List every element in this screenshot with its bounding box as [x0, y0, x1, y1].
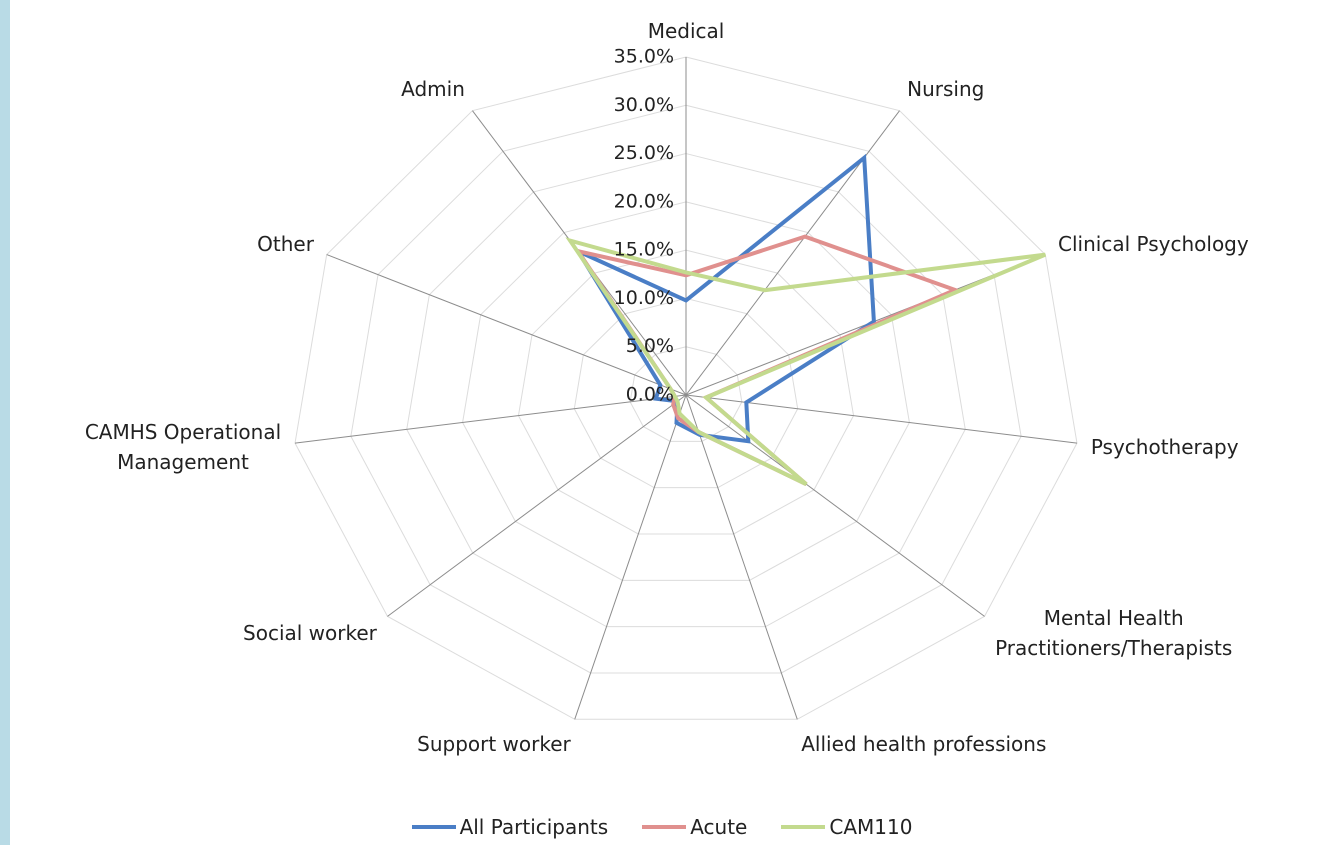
- axis-spoke: [685, 394, 985, 617]
- category-label: Nursing: [907, 76, 985, 101]
- r-tick-label: 20.0%: [614, 190, 674, 212]
- legend-swatch: [642, 825, 687, 829]
- category-label: CAMHS Operational Management: [84, 419, 282, 474]
- axis-spoke: [294, 394, 687, 444]
- r-tick-label: 30.0%: [614, 94, 674, 116]
- grid-ring: [573, 297, 799, 489]
- r-tick-label: 15.0%: [614, 239, 674, 261]
- legend-swatch: [781, 825, 826, 829]
- axis-spoke: [326, 254, 687, 396]
- grid-ring: [462, 201, 910, 581]
- category-label: Medical: [647, 19, 725, 43]
- legend-label: All Participants: [459, 815, 609, 839]
- legend-item: Acute: [642, 815, 747, 839]
- category-label: Social worker: [243, 621, 377, 646]
- r-tick-label: 0.0%: [626, 384, 674, 406]
- series-line: [572, 153, 876, 444]
- category-label: Admin: [401, 76, 465, 101]
- axis-spoke: [685, 110, 900, 396]
- axis-spoke: [574, 394, 687, 720]
- category-label: Other: [257, 231, 314, 256]
- category-label: Allied health professions: [801, 732, 1047, 757]
- series-line: [565, 237, 1047, 487]
- legend-label: CAM110: [829, 815, 913, 839]
- r-tick-label: 25.0%: [614, 142, 674, 164]
- side-strip: [0, 0, 10, 845]
- axis-spoke: [387, 394, 687, 617]
- legend-item: CAM110: [781, 815, 912, 839]
- grid-ring: [294, 56, 1078, 720]
- category-label: Clinical Psychology: [1058, 231, 1249, 256]
- category-label: Support worker: [417, 732, 571, 757]
- r-tick-label: 35.0%: [614, 46, 674, 68]
- grid-ring: [517, 249, 855, 535]
- grid-ring: [629, 346, 743, 442]
- legend-label: Acute: [690, 815, 748, 839]
- category-label: Psychotherapy: [1090, 434, 1239, 459]
- axis-spoke: [685, 394, 798, 720]
- legend-swatch: [411, 825, 456, 829]
- legend: All Participants Acute CAM110: [0, 815, 1324, 839]
- axis-spoke: [685, 394, 1078, 444]
- grid-ring: [350, 104, 1022, 674]
- category-label: Mental Health Practitioners/Therapists: [995, 606, 1233, 661]
- r-tick-label: 5.0%: [626, 335, 674, 357]
- r-tick-label: 10.0%: [614, 287, 674, 309]
- legend-item: All Participants: [411, 815, 609, 839]
